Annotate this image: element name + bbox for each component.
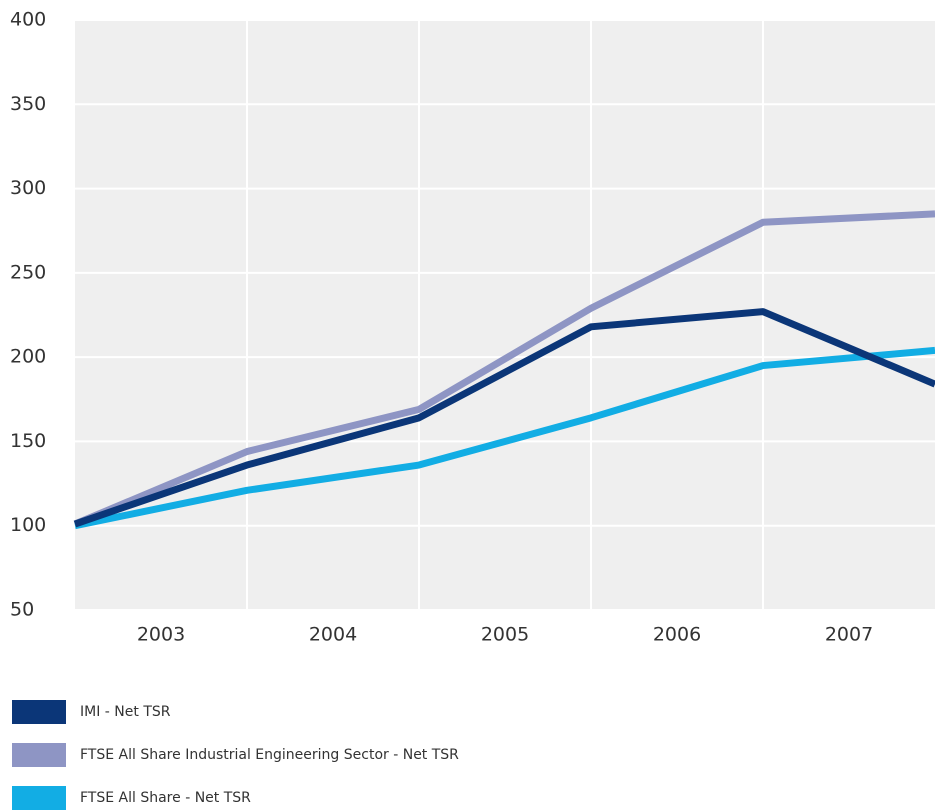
x-tick-label: 2006 [653, 624, 701, 646]
series-line [74, 346, 935, 530]
y-tick-label: 300 [10, 177, 46, 199]
legend-swatch [12, 700, 66, 724]
y-tick-label: 350 [10, 93, 46, 115]
y-tick-label: 200 [10, 346, 46, 368]
x-tick-label: 2007 [825, 624, 873, 646]
x-tick-label: 2004 [309, 624, 357, 646]
legend-label: FTSE All Share Industrial Engineering Se… [80, 747, 459, 763]
x-tick-label: 2003 [137, 624, 185, 646]
series-line [73, 210, 935, 528]
plot-area [75, 20, 935, 610]
series-line [73, 308, 935, 528]
legend-swatch [12, 743, 66, 767]
y-tick-label: 400 [10, 9, 46, 31]
legend-label: FTSE All Share - Net TSR [80, 790, 251, 806]
legend-swatch [12, 786, 66, 810]
legend-label: IMI - Net TSR [80, 704, 171, 720]
x-tick-label: 2005 [481, 624, 529, 646]
y-tick-label: 50 [10, 599, 34, 621]
y-tick-label: 100 [10, 514, 46, 536]
y-tick-label: 150 [10, 430, 46, 452]
y-tick-label: 250 [10, 261, 46, 283]
